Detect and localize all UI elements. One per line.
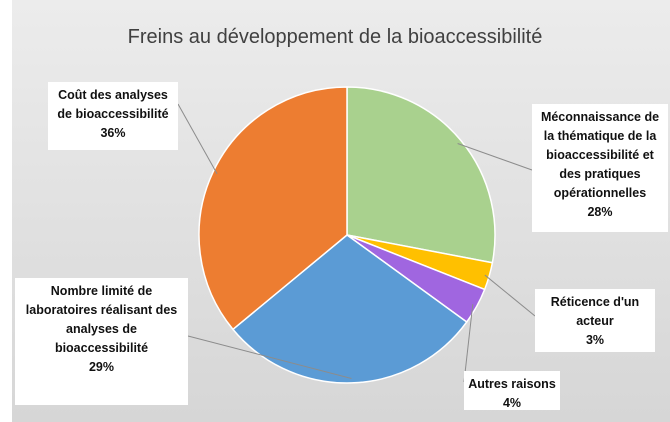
label-name: Autres raisons [468,377,556,391]
data-label: Réticence d'un acteur 3% [535,289,655,352]
data-label: Coût des analyses de bioaccessibilité 36% [48,82,178,150]
pie-slice [231,234,468,384]
chart-title: Freins au développement de la bioaccessi… [127,26,543,48]
label-value: 4% [502,396,522,410]
label-name: Nombre limité de laboratoires réalisant … [25,284,178,355]
leader-line [457,143,533,171]
label-value: 3% [585,333,605,347]
data-label: Nombre limité de laboratoires réalisant … [15,278,188,405]
label-value: 36% [100,126,126,140]
leader-line [177,103,218,175]
label-value: 29% [88,360,115,374]
leader-line [484,274,536,317]
data-label: Méconnaissance de la thématique de la bi… [532,104,668,232]
leader-line [187,335,352,379]
label-name: Réticence d'un acteur [550,295,640,328]
pie-slice [346,86,496,264]
leader-line [463,304,474,383]
label-name: Méconnaissance de la thématique de la bi… [540,110,660,200]
data-label: Autres raisons 4% [464,371,560,410]
label-name: Coût des analyses de bioaccessibilité [57,88,169,121]
label-value: 28% [587,205,613,219]
pie-slice [198,86,348,331]
